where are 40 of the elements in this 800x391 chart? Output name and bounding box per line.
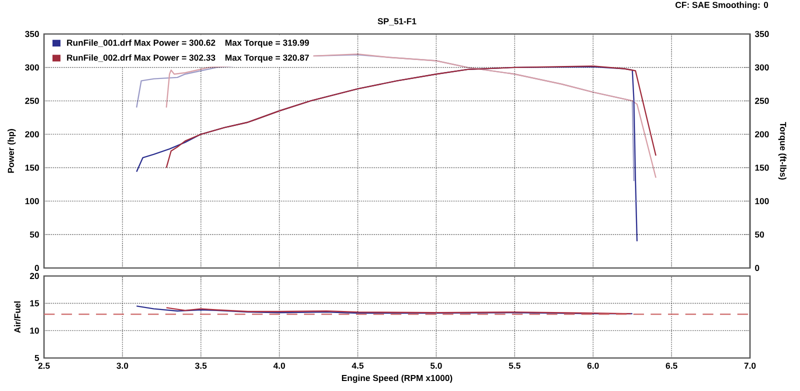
x-tick-label: 4.5 [352,362,364,369]
y-tick-label: 350 [25,30,39,38]
x-tick-label: 3.5 [195,362,207,369]
y-tick-label: 250 [25,98,39,104]
chart-title: SP_51-F1 [378,18,416,26]
y-axis-title: Air/Fuel [14,301,20,333]
y-tick-label: 10 [30,328,39,334]
y2-tick-label: 250 [755,98,769,104]
legend-label: RunFile_001.drf Max Power = 300.62 [67,39,216,47]
series-label: Max Torque = 320.87 [225,54,309,62]
y-tick-label: 15 [30,300,40,306]
y2-tick-label: 350 [754,30,769,38]
y-axis-title: Power (hp) [8,129,16,173]
series-label: Max Torque = 319.99 [225,40,309,48]
x-tick-label: 5.5 [508,362,520,369]
y-tick-label: 100 [25,198,39,204]
y-tick-label: 50 [30,232,39,238]
y2-tick-label: 150 [755,164,769,171]
x-axis-title: Engine Speed (RPM x1000) [342,374,452,383]
x-tick-label: 2.5 [38,362,50,369]
y-tick-label: 0 [34,264,39,272]
y-tick-label: 5 [34,354,40,362]
x-tick-label: 4.0 [273,362,285,369]
y2-tick-label: 200 [755,131,769,138]
y2-axis-title: Torque (ft-lbs) [778,122,786,180]
y-tick-label: 20 [30,272,39,280]
x-tick-label: 6.0 [587,362,599,369]
y-tick-label: 150 [25,164,39,171]
x-tick-label: 7.0 [744,362,756,369]
x-tick-label: 3.0 [116,362,128,369]
y2-tick-label: 0 [755,264,760,272]
x-tick-label: 6.5 [666,362,678,369]
text: CF: SAE Smoothing: 0 [676,2,768,10]
y-tick-label: 300 [25,64,39,71]
y-tick-label: 200 [25,131,39,138]
legend-label: RunFile_002.drf Max Power = 302.33 [67,54,216,62]
y2-tick-label: 300 [754,64,769,70]
x-tick-label: 5.0 [430,362,442,369]
y2-tick-label: 100 [755,198,769,204]
y2-tick-label: 50 [754,232,764,238]
